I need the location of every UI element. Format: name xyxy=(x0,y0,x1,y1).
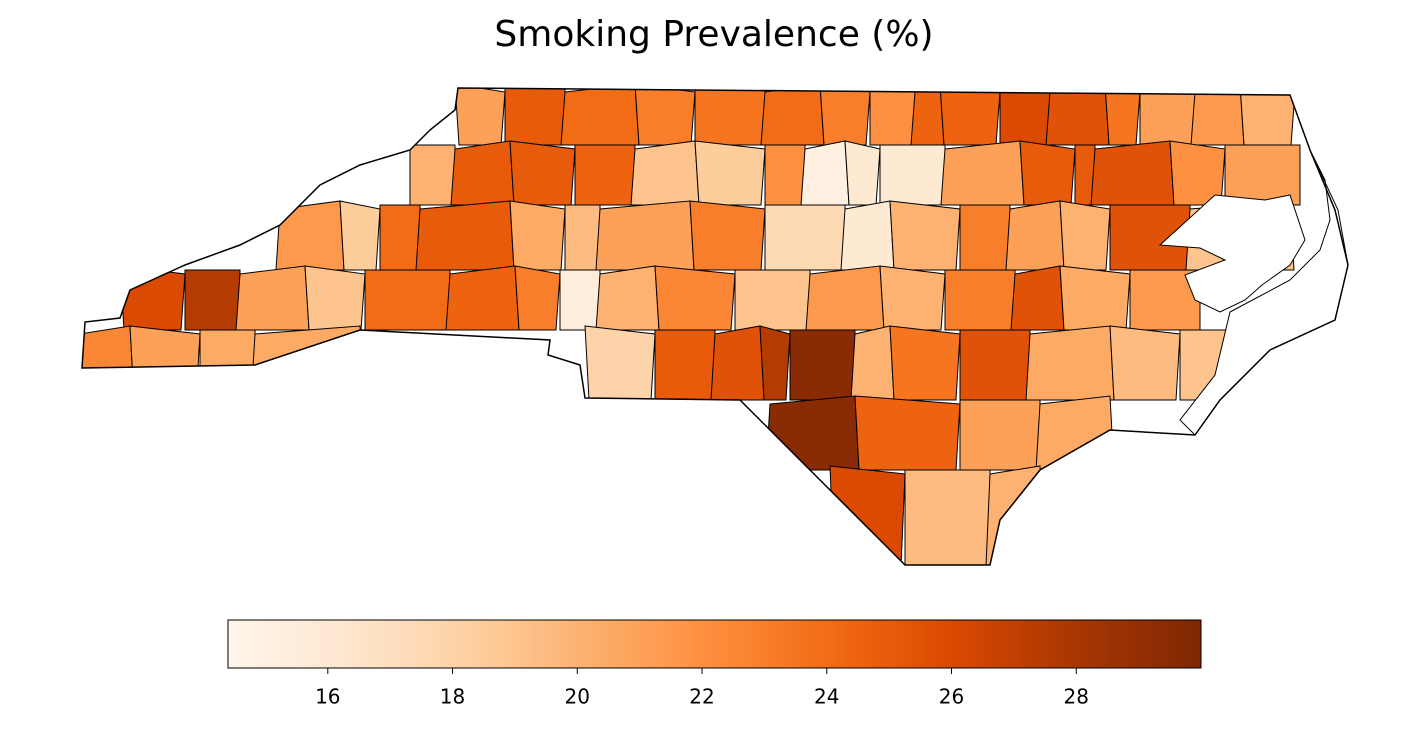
county xyxy=(450,140,515,206)
county xyxy=(630,140,700,206)
colorbar-tick-label: 20 xyxy=(565,685,590,709)
colorbar-tick-label: 18 xyxy=(440,685,465,709)
county xyxy=(889,200,961,271)
county xyxy=(514,265,561,331)
county xyxy=(119,265,186,331)
county xyxy=(710,325,765,401)
county xyxy=(879,144,946,206)
county xyxy=(595,265,660,331)
county xyxy=(379,204,421,271)
county xyxy=(409,144,456,206)
county xyxy=(694,140,766,206)
colorbar-tick-label: 26 xyxy=(939,685,964,709)
county xyxy=(764,144,806,206)
county xyxy=(959,329,1031,401)
county xyxy=(364,269,451,331)
county xyxy=(1239,88,1296,146)
county xyxy=(634,88,696,146)
county xyxy=(759,325,791,401)
county xyxy=(129,325,201,401)
county xyxy=(910,88,945,146)
county xyxy=(829,465,906,565)
county xyxy=(879,265,946,331)
county xyxy=(595,200,695,271)
county xyxy=(694,88,766,146)
county xyxy=(1109,325,1181,401)
county xyxy=(689,200,766,271)
colorbar-tick-label: 24 xyxy=(814,685,839,709)
county xyxy=(1190,88,1245,146)
county xyxy=(504,88,566,146)
county xyxy=(869,88,916,146)
county xyxy=(844,140,881,206)
county xyxy=(940,140,1025,206)
county xyxy=(764,204,846,271)
county xyxy=(235,265,310,331)
county xyxy=(889,325,961,401)
county xyxy=(819,88,871,146)
county xyxy=(765,395,860,471)
county xyxy=(959,399,1041,471)
colorbar-tick-label: 28 xyxy=(1064,685,1089,709)
county xyxy=(275,200,345,271)
colorbar: 16 18 20 22 24 26 28 xyxy=(227,619,1202,709)
colorbar-fill xyxy=(227,619,1202,669)
county-layer xyxy=(82,88,1301,565)
county xyxy=(904,469,991,565)
county xyxy=(854,395,961,471)
county xyxy=(304,265,366,331)
county xyxy=(944,269,1016,331)
county xyxy=(1090,140,1175,206)
county xyxy=(654,265,736,331)
colorbar-tick-label: 22 xyxy=(689,685,714,709)
county xyxy=(999,88,1051,146)
county xyxy=(509,140,576,206)
county xyxy=(1005,200,1065,271)
county xyxy=(339,200,381,271)
county xyxy=(1035,395,1115,471)
county xyxy=(1010,265,1065,331)
county xyxy=(1139,88,1196,146)
county xyxy=(564,204,601,271)
county xyxy=(184,269,241,331)
county xyxy=(509,200,566,271)
county xyxy=(654,329,716,401)
county xyxy=(1019,140,1076,206)
county xyxy=(805,265,885,331)
county xyxy=(800,140,850,206)
county xyxy=(985,465,1045,565)
county xyxy=(415,200,515,271)
county xyxy=(559,269,601,331)
county xyxy=(850,325,895,401)
county xyxy=(959,204,1011,271)
county xyxy=(789,329,856,401)
county xyxy=(734,269,811,331)
colorbar-tick-label: 16 xyxy=(315,685,340,709)
county xyxy=(840,200,895,271)
county xyxy=(760,88,825,146)
county xyxy=(250,325,365,401)
county xyxy=(574,144,636,206)
county xyxy=(1224,144,1301,206)
county xyxy=(560,88,640,146)
county xyxy=(1025,325,1115,401)
county xyxy=(1059,265,1131,331)
chart-title: Smoking Prevalence (%) xyxy=(494,14,933,55)
county xyxy=(584,325,656,401)
county xyxy=(1059,200,1111,271)
state-outline xyxy=(81,87,1349,566)
sound xyxy=(1158,194,1306,313)
county xyxy=(445,265,520,331)
county xyxy=(454,88,506,146)
